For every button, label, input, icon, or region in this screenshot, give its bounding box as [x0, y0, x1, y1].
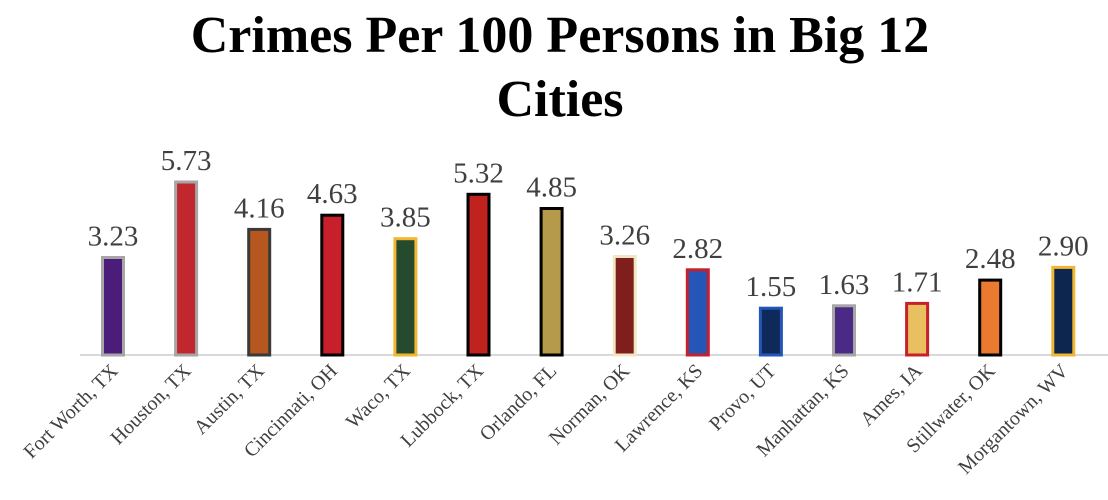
bar-3	[320, 213, 345, 357]
bar-4	[393, 237, 418, 357]
value-label-7: 3.26	[599, 220, 650, 252]
tick-label-11: Ames, IA	[856, 360, 927, 431]
bar-9	[758, 306, 783, 357]
bar-7	[612, 255, 637, 357]
bar-10	[832, 304, 856, 357]
value-label-1: 5.73	[161, 145, 212, 177]
bar-13	[1051, 265, 1076, 357]
value-label-5: 5.32	[453, 157, 504, 189]
chart-title-line-2: Cities	[496, 71, 624, 128]
value-label-3: 4.63	[307, 178, 358, 210]
bar-11	[905, 301, 930, 357]
bar-0	[101, 256, 125, 357]
value-label-13: 2.90	[1038, 230, 1089, 262]
value-label-0: 3.23	[88, 221, 139, 253]
bar-12	[978, 278, 1003, 357]
chart-title-line-1: Crimes Per 100 Persons in Big 12	[190, 7, 930, 64]
value-label-4: 3.85	[380, 202, 431, 234]
tick-label-4: Waco, TX	[342, 360, 415, 433]
bar-6	[539, 207, 564, 357]
bar-1	[174, 180, 199, 357]
value-label-10: 1.63	[819, 269, 870, 301]
bar-2	[247, 227, 272, 357]
value-label-8: 2.82	[672, 233, 723, 265]
value-label-9: 1.55	[746, 271, 797, 303]
value-labels-group: 3.23 5.73 4.16 4.63 3.85 5.32 4.85 3.26 2.82 1.55…	[88, 145, 1089, 303]
value-label-2: 4.16	[234, 192, 285, 224]
value-label-12: 2.48	[965, 243, 1016, 275]
bars-group	[101, 180, 1076, 357]
bar-8	[685, 268, 710, 357]
tick-label-2: Austin, TX	[190, 360, 269, 439]
tick-label-0: Fort Worth, TX	[19, 360, 122, 463]
value-label-6: 4.85	[526, 172, 577, 204]
value-label-11: 1.71	[892, 266, 943, 298]
tick-label-9: Provo, UT	[705, 360, 780, 435]
bar-5	[466, 192, 491, 357]
